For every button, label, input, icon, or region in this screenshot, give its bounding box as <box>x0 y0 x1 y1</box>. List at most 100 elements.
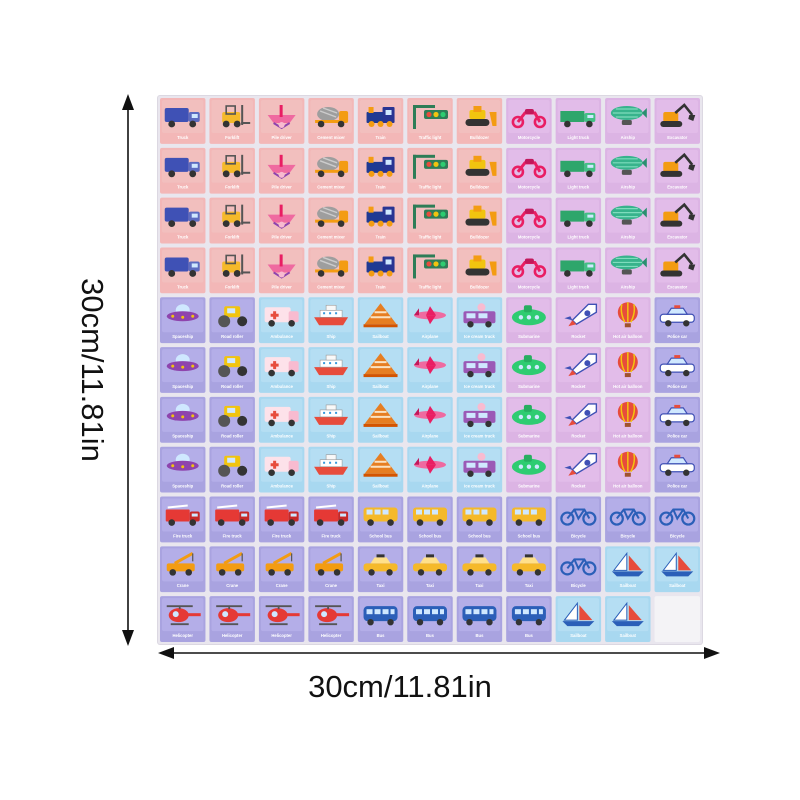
airship-icon <box>610 255 647 275</box>
tile: Bus <box>506 596 552 642</box>
school-bus-icon <box>363 507 398 526</box>
fire-truck-icon <box>314 504 349 526</box>
tile-label: Fire truck <box>322 533 342 538</box>
height-arrow <box>122 94 134 646</box>
tile: Pile driver <box>258 98 305 144</box>
tile-label: Truck <box>177 234 189 239</box>
tile: Taxi <box>357 546 404 593</box>
tile: Truck <box>160 197 206 244</box>
tile-label: Bulldozer <box>470 135 489 140</box>
tile-label: Sailboat <box>570 633 587 638</box>
tile-label: School bus <box>468 533 491 538</box>
tile: Bicycle <box>555 496 602 543</box>
tile: Road roller <box>209 347 255 393</box>
tile-label: Ambulance <box>270 334 293 339</box>
tile-label: Submarine <box>518 484 540 489</box>
drill-rig-icon <box>267 204 296 229</box>
tile-label: Helicopter <box>321 633 342 638</box>
forklift-icon <box>222 204 251 228</box>
tile: Spaceship <box>160 446 206 493</box>
police-car-icon <box>659 355 695 377</box>
drill-rig-icon <box>267 154 296 179</box>
tile-label: Traffic light <box>419 185 442 190</box>
bicycle-icon <box>659 508 696 526</box>
tile-label: Ambulance <box>270 384 293 389</box>
school-bus-icon <box>413 507 447 526</box>
tile: Excavator <box>654 247 700 294</box>
tile <box>654 596 700 642</box>
tile-label: Cement mixer <box>317 135 345 140</box>
helicopter-icon <box>166 605 201 626</box>
tile-label: Fire truck <box>223 533 243 538</box>
tile: Truck <box>160 147 206 194</box>
ice-cream-truck-icon <box>463 452 496 477</box>
tile: Sailboat <box>605 596 651 642</box>
drill-rig-icon <box>267 105 296 130</box>
tile-label: Airship <box>621 135 636 140</box>
ship-icon <box>314 354 349 376</box>
tile: Road roller <box>209 446 255 493</box>
tile-label: Forklift <box>225 135 240 140</box>
ambulance-icon <box>264 357 299 377</box>
ambulance-icon <box>264 307 299 327</box>
tile-label: Sailboat <box>620 583 637 588</box>
tile-label: Helicopter <box>271 633 292 638</box>
tile-label: Light truck <box>568 234 590 239</box>
tile-label: Train <box>376 284 386 289</box>
tile-label: Rocket <box>571 384 586 389</box>
tile-label: Bicycle <box>670 533 685 538</box>
tile-label: Sailboat <box>620 633 637 638</box>
tile-label: Motorcycle <box>518 234 541 239</box>
tile: Ambulance <box>258 297 305 344</box>
ship-icon <box>314 304 349 326</box>
tile-label: Crane <box>177 583 190 588</box>
ice-cream-truck-icon <box>463 303 496 328</box>
truck-icon <box>164 257 200 277</box>
tile: Pile driver <box>258 247 305 294</box>
tile: Crane <box>160 546 206 593</box>
tile-label: Pile driver <box>272 284 293 289</box>
police-car-icon <box>659 305 695 327</box>
crane-icon <box>216 552 245 576</box>
ship-icon <box>314 404 349 425</box>
tile-label: Truck <box>177 135 189 140</box>
sailboat2-icon <box>611 601 644 627</box>
tile-label: Fire truck <box>173 533 193 538</box>
tile: Spaceship <box>160 396 206 443</box>
helicopter-icon <box>315 605 350 626</box>
tile-label: Bicycle <box>620 533 635 538</box>
tile-label: Ice cream truck <box>464 384 495 389</box>
tile: Excavator <box>654 98 700 144</box>
school-bus-icon <box>511 507 546 526</box>
tile: Light truck <box>555 98 602 144</box>
airplane-icon <box>414 306 446 325</box>
police-car-icon <box>659 454 695 476</box>
train-icon <box>366 156 395 177</box>
tile-label: Spaceship <box>172 484 193 489</box>
ship-icon <box>314 454 349 475</box>
tile: Bicycle <box>555 546 602 593</box>
tile: Cement mixer <box>308 147 354 194</box>
traffic-light-icon <box>413 154 448 179</box>
airplane-icon <box>414 405 446 424</box>
bus-icon <box>511 606 546 626</box>
tile: Ice cream truck <box>456 347 503 393</box>
tile: Train <box>357 197 404 244</box>
tile-label: Excavator <box>667 185 687 190</box>
tile: Motorcycle <box>506 247 552 294</box>
tile-label: Cement mixer <box>317 185 345 190</box>
sailboat2-icon <box>562 601 595 627</box>
tile-board: Truck Forklift Pile driver Cement mixer Trai… <box>158 96 702 644</box>
tile-label: Crane <box>325 583 338 588</box>
train-icon <box>366 256 395 277</box>
tile: Pile driver <box>258 147 305 194</box>
tile: Police car <box>654 396 700 443</box>
tile-label: Police car <box>667 384 687 389</box>
tile: Traffic light <box>407 98 453 144</box>
tile-label: Truck <box>177 284 189 289</box>
tile-label: Forklift <box>225 284 240 289</box>
tile-label: Spaceship <box>172 334 193 339</box>
tile-label: Excavator <box>667 284 687 289</box>
tile-label: Cement mixer <box>317 284 345 289</box>
